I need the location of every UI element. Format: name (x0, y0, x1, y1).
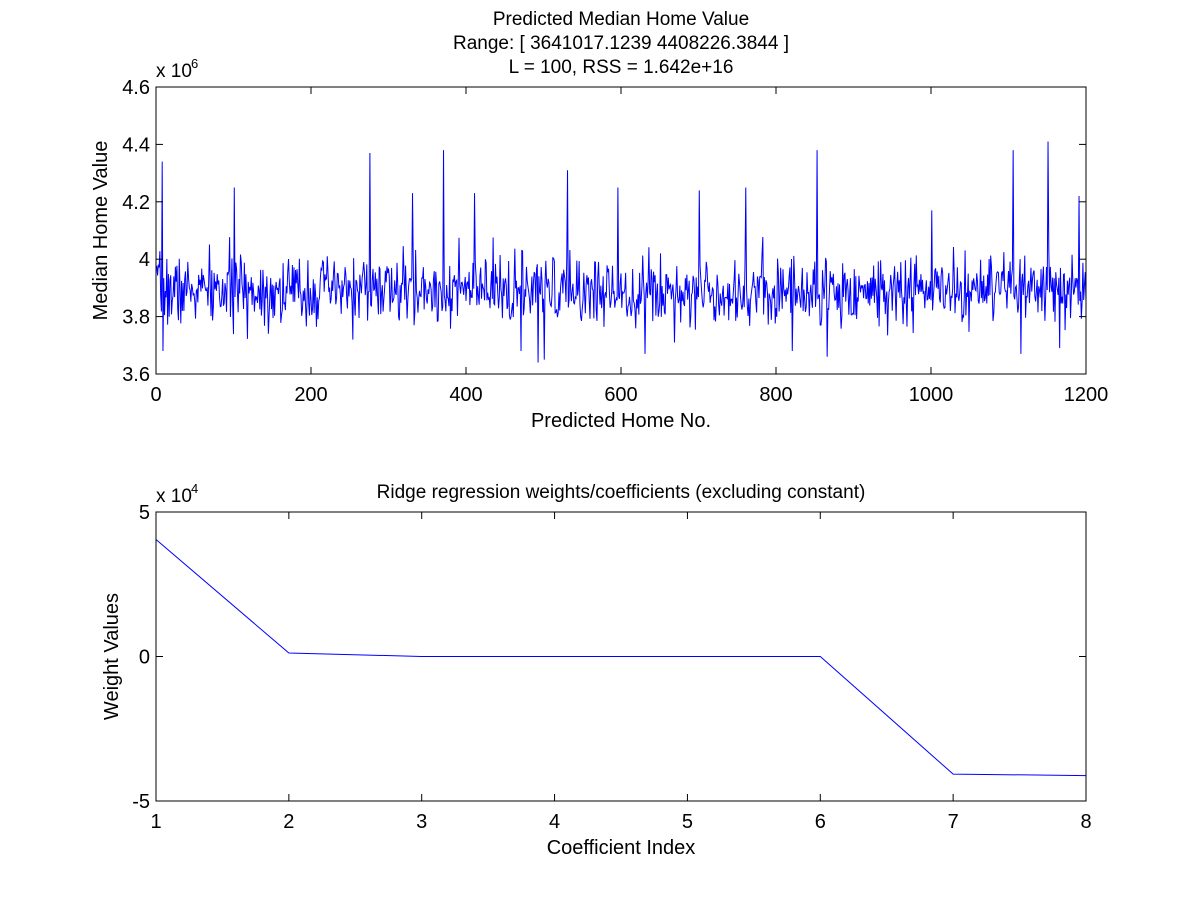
x-tick-label: 6 (815, 811, 826, 833)
subplot-1: 0 200 400 600 800 1000 1200 3.6 3.8 4 4.2 4.4 4.6 x 1… (90, 9, 1108, 432)
y-axis-label: Weight Values (101, 593, 123, 720)
y-multiplier-exponent: 6 (191, 56, 198, 71)
y-tick-label: 4.2 (122, 192, 150, 214)
x-tick-label: 2 (283, 811, 294, 833)
y-tick-label: 3.6 (122, 364, 150, 386)
y-tick-label: 4.6 (122, 77, 150, 99)
x-tick-label: 200 (294, 384, 327, 406)
x-tick-label: 0 (150, 384, 161, 406)
y-tick-label: 4 (139, 249, 150, 271)
x-tick-label: 5 (682, 811, 693, 833)
x-tick-label: 8 (1080, 811, 1091, 833)
y-tick-label: 3.8 (122, 307, 150, 329)
x-tick-label: 800 (759, 384, 792, 406)
chart-title-line: Ridge regression weights/coefficients (e… (377, 482, 866, 503)
plot-area (156, 87, 1086, 374)
y-tick-label: 4.4 (122, 134, 150, 156)
chart-title-line: Range: [ 3641017.1239 4408226.3844 ] (453, 33, 789, 54)
y-multiplier-exponent: 4 (191, 481, 198, 496)
series-line (156, 141, 1087, 363)
x-tick-label: 600 (604, 384, 637, 406)
x-tick-label: 3 (416, 811, 427, 833)
x-tick-label: 1 (150, 811, 161, 833)
x-axis-label: Predicted Home No. (531, 410, 711, 432)
x-axis-label: Coefficient Index (547, 837, 696, 859)
y-tick-label: 0 (139, 647, 150, 669)
y-multiplier: x 10 (156, 486, 192, 507)
x-tick-label: 7 (948, 811, 959, 833)
chart-title-line: Predicted Median Home Value (493, 9, 749, 30)
x-tick-label: 4 (549, 811, 560, 833)
y-tick-label: -5 (132, 791, 150, 813)
y-tick-label: 5 (139, 502, 150, 524)
x-tick-label: 1000 (909, 384, 954, 406)
x-tick-label: 400 (449, 384, 482, 406)
series-line (155, 539, 1087, 777)
y-multiplier: x 10 (156, 61, 192, 82)
chart-title-line: L = 100, RSS = 1.642e+16 (509, 57, 734, 78)
y-axis-label: Median Home Value (90, 141, 112, 321)
x-tick-label: 1200 (1064, 384, 1109, 406)
